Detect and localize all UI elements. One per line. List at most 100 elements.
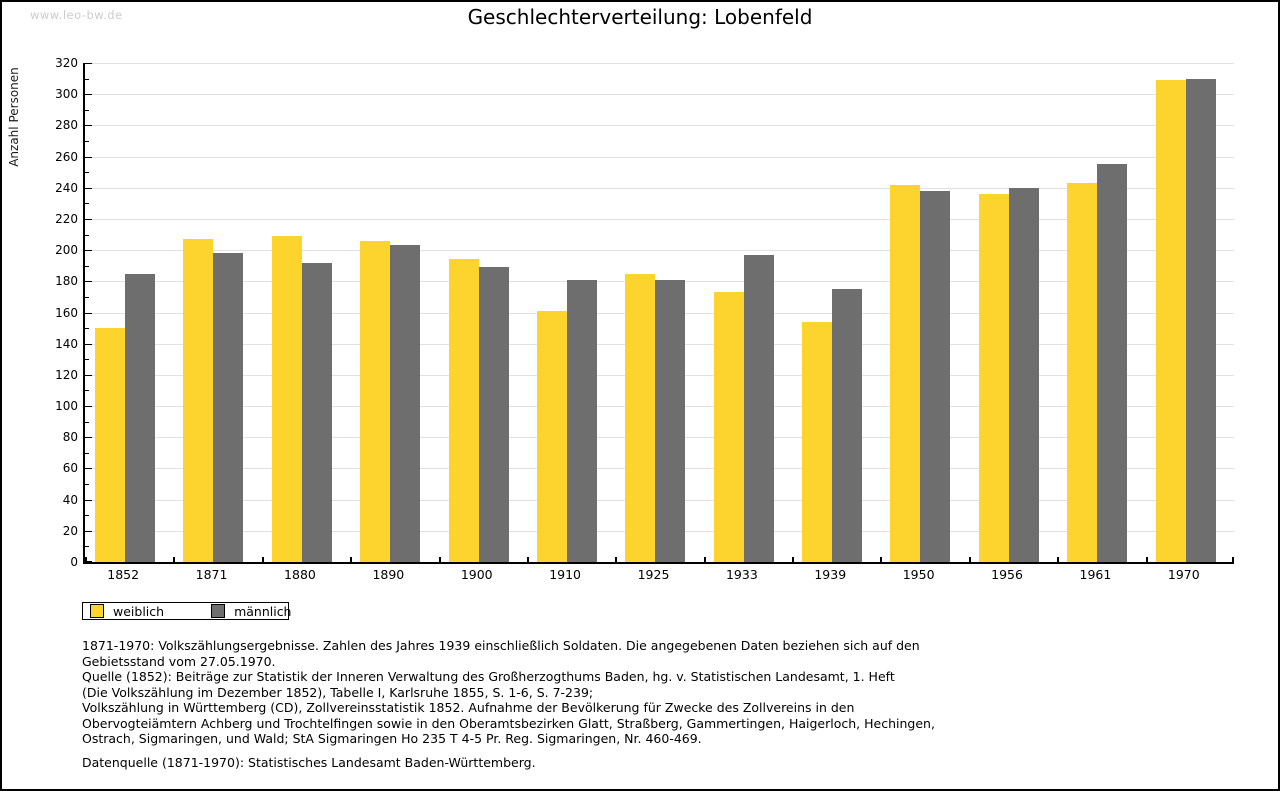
y-minor-tick [85,515,89,517]
gridline [85,250,1234,252]
bar-weiblich-1910 [536,310,567,562]
y-minor-tick [85,172,89,174]
x-tick-label: 1925 [637,567,670,582]
x-boundary-tick [526,557,529,562]
bar-männlich-1939 [832,289,863,562]
y-tick-label: 180 [55,274,78,289]
footer-line-7: Ostrach, Sigmaringen, und Wald; StA Sigm… [82,731,702,746]
y-major-tick [85,468,92,470]
x-boundary-tick [968,557,971,562]
y-minor-tick [85,234,89,236]
footer-line-2: Gebietsstand vom 27.05.1970. [82,653,276,669]
y-minor-tick [85,265,89,267]
y-tick-label: 40 [62,492,78,507]
y-major-tick [85,561,92,562]
footer-line-5: Volkszählung in Württemberg (CD), Zollve… [82,700,855,715]
x-boundary-tick [85,557,87,562]
x-tick-label: 1933 [725,567,758,582]
bar-männlich-1950 [920,190,951,562]
y-minor-tick [85,78,89,80]
x-boundary-tick [703,557,706,562]
y-tick-label: 260 [55,149,78,164]
x-boundary-tick [792,557,795,562]
bar-weiblich-1880 [271,236,302,562]
y-tick-label: 0 [70,555,78,569]
x-boundary-tick [615,557,618,562]
footer-line-6: Obervogteiämtern Achberg und Trochtelfin… [82,715,935,731]
y-minor-tick [85,546,89,548]
y-major-tick [85,218,92,220]
footer-notes: 1871-1970: Volkszählungsergebnisse. Zahl… [82,638,1238,770]
gridline [85,125,1234,127]
bar-männlich-1970 [1185,78,1216,562]
y-tick-label: 60 [62,461,78,476]
y-minor-tick [85,359,89,361]
y-minor-tick [85,452,89,454]
footer-datenquelle: Datenquelle (1871-1970): Statistisches L… [82,754,536,770]
bar-weiblich-1956 [978,194,1009,562]
x-boundary-tick [261,557,264,562]
bar-weiblich-1925 [625,273,656,562]
y-major-tick [85,250,92,252]
legend: weiblich männlich [82,602,291,620]
bar-weiblich-1871 [183,239,214,562]
x-boundary-tick [173,557,176,562]
y-minor-tick [85,484,89,486]
bar-weiblich-1970 [1155,80,1186,562]
y-major-tick [85,281,92,283]
bar-männlich-1925 [655,279,686,562]
x-tick-label: 1939 [814,567,847,582]
bar-weiblich-1950 [890,184,921,562]
x-tick-label: 1900 [460,567,493,582]
bar-weiblich-1933 [713,292,744,562]
watermark: www.leo-bw.de [30,8,123,22]
bar-männlich-1933 [743,254,774,562]
bar-männlich-1900 [478,267,509,562]
y-minor-tick [85,140,89,142]
footer-line-1: 1871-1970: Volkszählungsergebnisse. Zahl… [82,638,920,653]
footer-line-3: Quelle (1852): Beiträge zur Statistik de… [82,669,895,684]
y-tick-label: 100 [55,399,78,414]
y-major-tick [85,125,92,127]
y-tick-label: 320 [55,56,78,70]
y-major-tick [85,406,92,408]
y-major-tick [85,530,92,532]
chart-title: Geschlechterverteilung: Lobenfeld [467,5,813,29]
y-minor-tick [85,390,89,392]
bar-männlich-1852 [125,273,155,562]
x-boundary-tick [438,557,441,562]
x-boundary-tick [1057,557,1060,562]
bar-männlich-1956 [1008,187,1039,562]
y-tick-label: 220 [55,211,78,226]
y-minor-tick [85,328,89,330]
y-major-tick [85,63,92,64]
y-major-tick [85,499,92,501]
bar-männlich-1961 [1097,164,1128,562]
bar-männlich-1910 [566,279,597,562]
y-minor-tick [85,203,89,205]
gridline [85,156,1234,158]
y-tick-label: 300 [55,87,78,102]
bar-weiblich-1890 [360,240,391,562]
y-tick-label: 160 [55,305,78,320]
y-tick-label: 280 [55,118,78,133]
y-major-tick [85,312,92,314]
y-major-tick [85,374,92,376]
y-tick-label: 200 [55,243,78,258]
plot-area [83,63,1234,564]
bar-männlich-1871 [213,253,244,562]
legend-swatch-maennlich [211,604,226,618]
x-boundary-tick [1145,557,1148,562]
bar-weiblich-1852 [95,328,125,562]
gridline [85,94,1234,96]
y-major-tick [85,156,92,158]
y-major-tick [85,187,92,189]
y-major-tick [85,94,92,96]
x-tick-label: 1880 [284,567,316,582]
legend-label-weiblich: weiblich [113,603,165,619]
y-tick-label: 80 [62,430,78,445]
gridline [85,63,1234,64]
y-major-tick [85,437,92,439]
x-tick-label: 1871 [195,567,228,582]
